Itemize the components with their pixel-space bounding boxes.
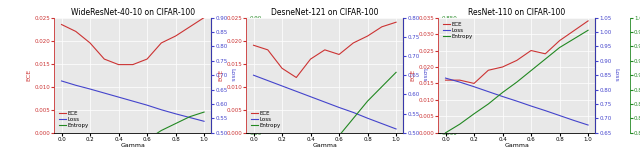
Y-axis label: Entropy: Entropy — [462, 63, 467, 88]
Title: WideResNet-40-10 on CIFAR-100: WideResNet-40-10 on CIFAR-100 — [71, 8, 195, 17]
Title: ResNet-110 on CIFAR-100: ResNet-110 on CIFAR-100 — [468, 8, 565, 17]
Y-axis label: Entropy: Entropy — [267, 63, 272, 88]
Title: DesneNet-121 on CIFAR-100: DesneNet-121 on CIFAR-100 — [271, 8, 378, 17]
X-axis label: Gamma: Gamma — [312, 143, 337, 148]
Y-axis label: ECE: ECE — [219, 69, 224, 81]
X-axis label: Gamma: Gamma — [504, 143, 529, 148]
Y-axis label: Loss: Loss — [422, 68, 427, 82]
Y-axis label: Loss: Loss — [230, 68, 235, 82]
Y-axis label: ECE: ECE — [27, 69, 32, 81]
Y-axis label: Loss: Loss — [614, 68, 619, 82]
Y-axis label: ECE: ECE — [411, 69, 416, 81]
X-axis label: Gamma: Gamma — [120, 143, 145, 148]
Legend: ECE, Loss, Entropy: ECE, Loss, Entropy — [441, 20, 475, 41]
Legend: ECE, Loss, Entropy: ECE, Loss, Entropy — [57, 109, 91, 130]
Legend: ECE, Loss, Entropy: ECE, Loss, Entropy — [249, 109, 283, 130]
